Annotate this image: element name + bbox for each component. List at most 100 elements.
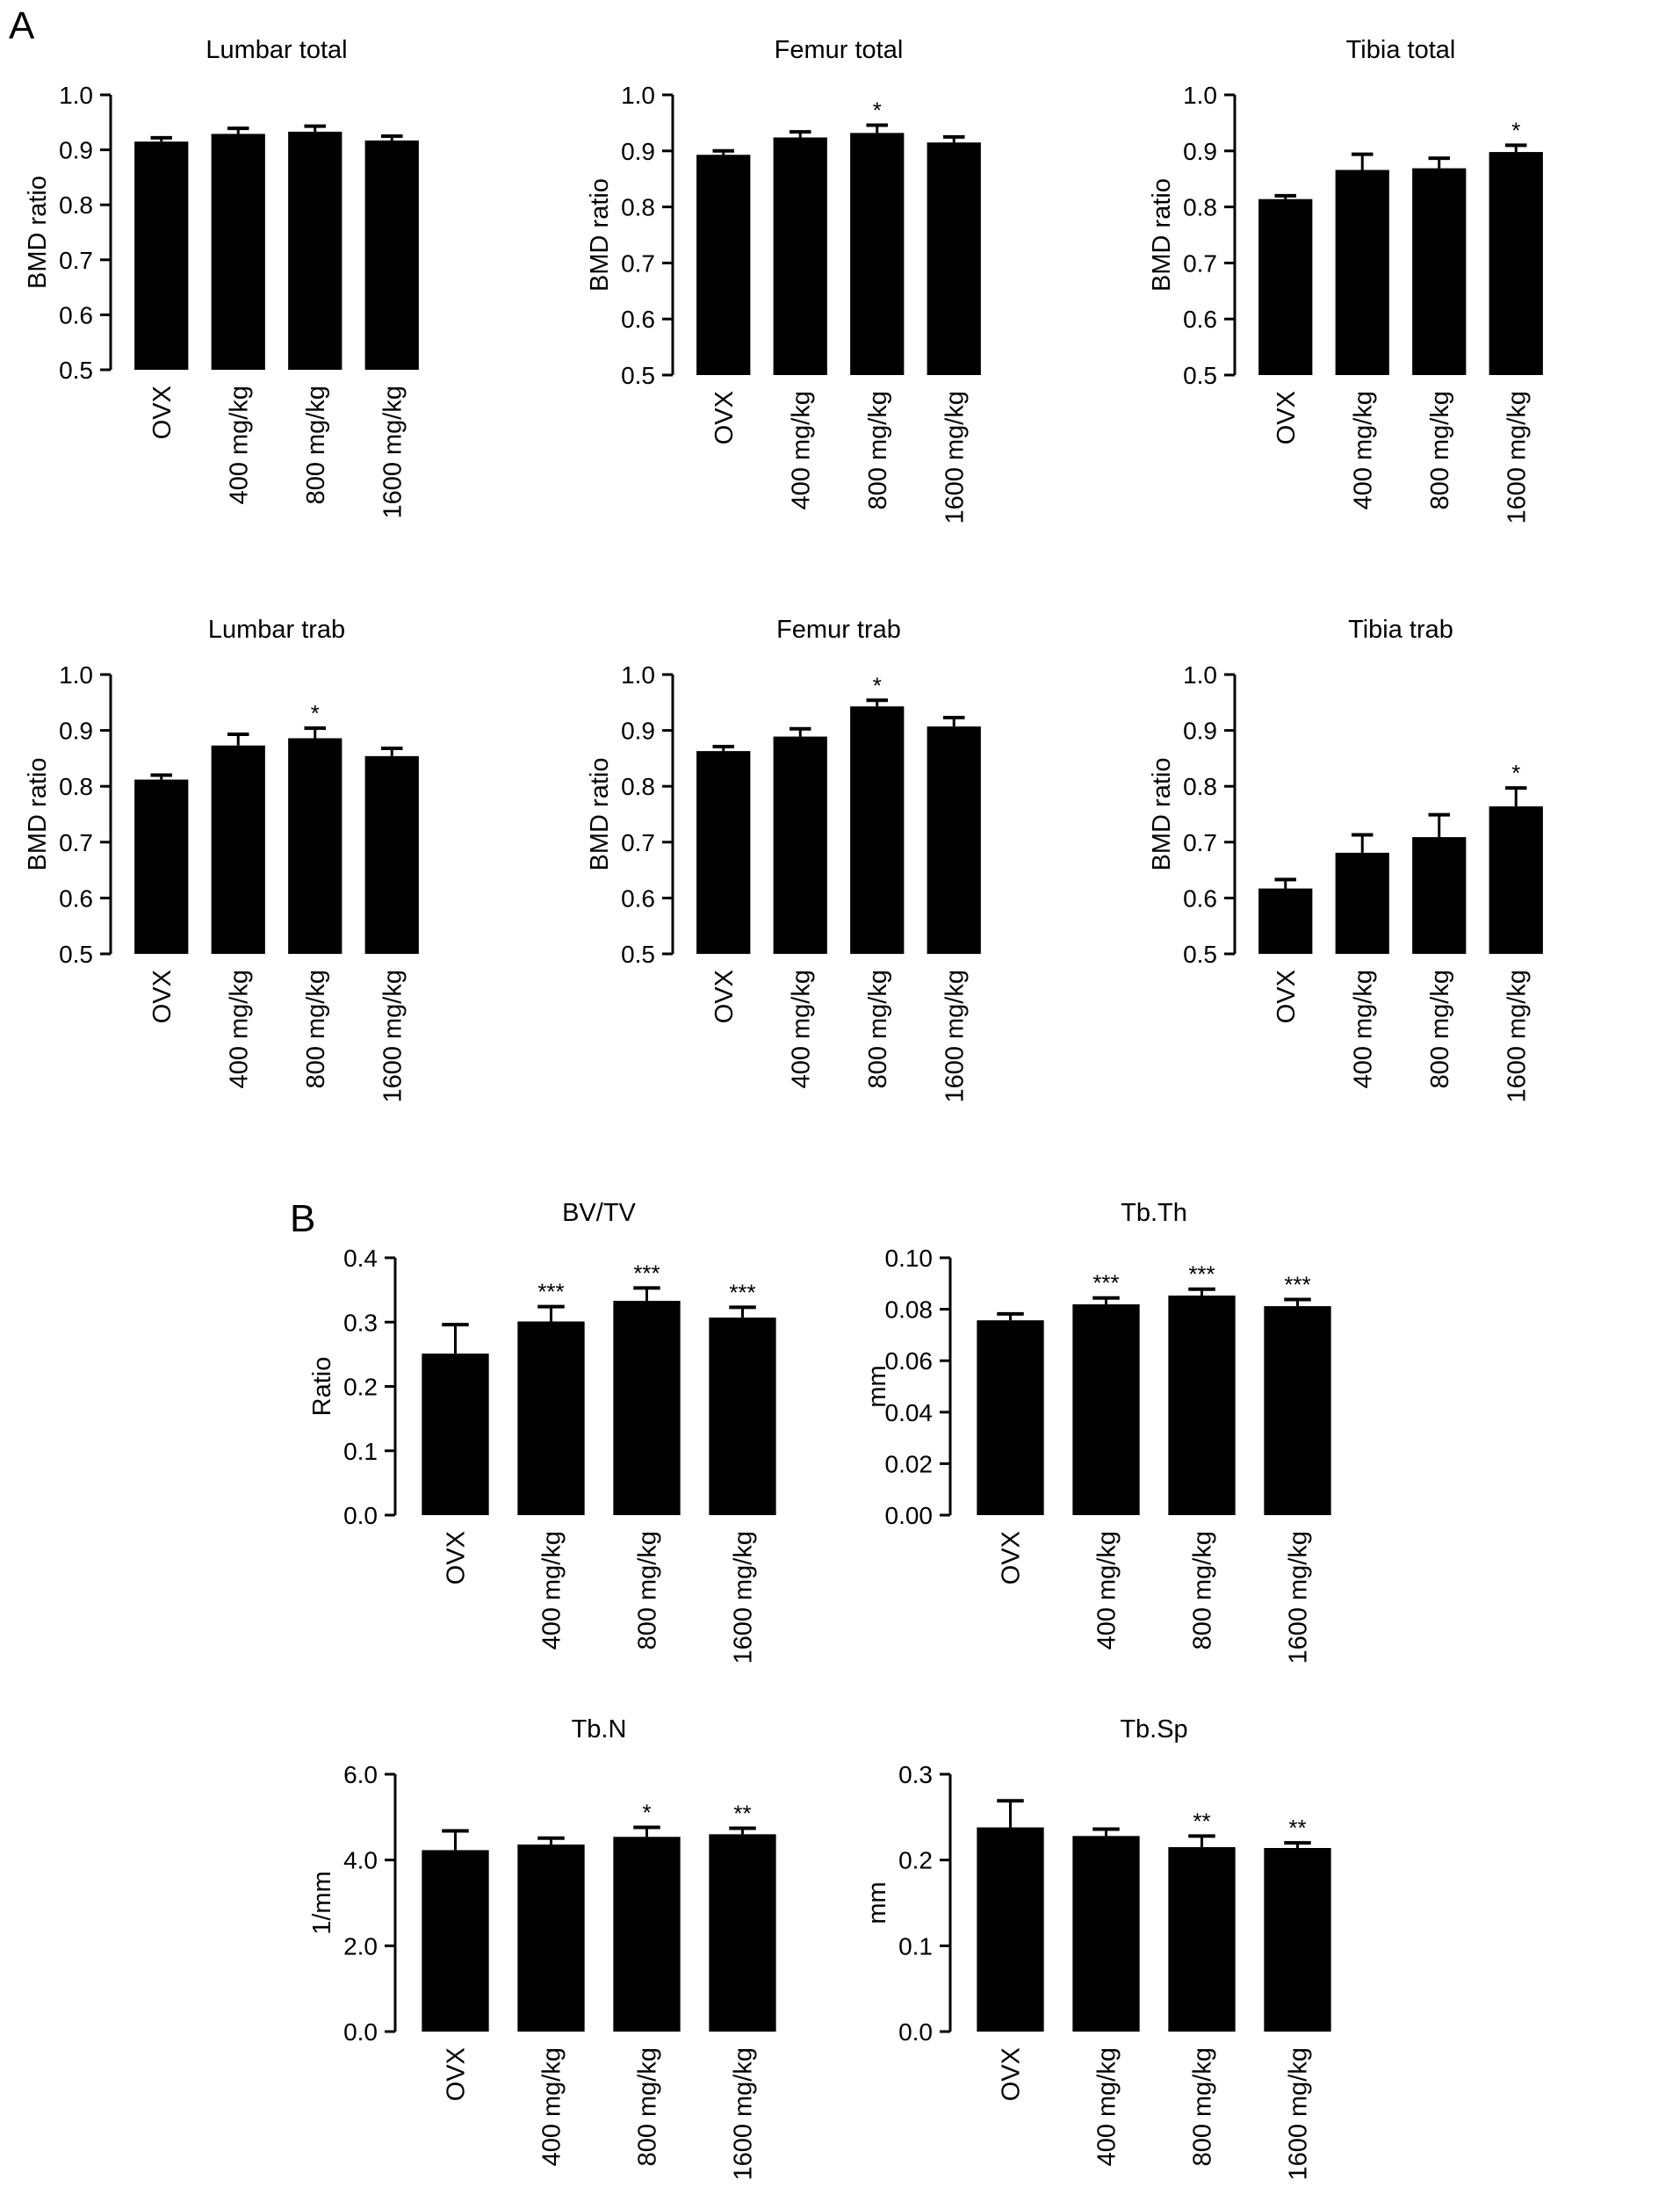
x-tick-label: 1600 mg/kg bbox=[1285, 1531, 1313, 1664]
x-tick-label: 400 mg/kg bbox=[1349, 970, 1377, 1088]
y-tick-label: 0.7 bbox=[621, 249, 655, 277]
x-tick-label: OVX bbox=[1273, 970, 1301, 1023]
panel-label-b: B bbox=[290, 1197, 315, 1240]
y-tick-label: 0.3 bbox=[343, 1309, 378, 1336]
x-tick-label: 800 mg/kg bbox=[634, 1531, 662, 1650]
y-tick-label: 0.8 bbox=[59, 191, 93, 219]
y-tick-label: 0.06 bbox=[885, 1347, 934, 1375]
y-tick-label: 0.3 bbox=[898, 1761, 933, 1788]
chart-9: Tb.N 1/mm 0.0 2.0 4.0 6.0 OVX 400 mg/kg * 800 mg/… bbox=[308, 1715, 776, 2181]
bar-1 bbox=[134, 141, 189, 370]
significance-marker: *** bbox=[1284, 1271, 1310, 1297]
y-tick-label: 0.6 bbox=[1183, 884, 1217, 912]
x-tick-label: 800 mg/kg bbox=[1189, 1531, 1217, 1650]
bar-1 bbox=[1258, 888, 1313, 954]
bar-3 bbox=[613, 1301, 681, 1515]
bar-4 bbox=[709, 1317, 776, 1515]
bar-2 bbox=[773, 137, 827, 375]
bar-4 bbox=[709, 1834, 776, 2032]
y-axis-label: BMD ratio bbox=[24, 176, 52, 289]
y-tick-label: 0.8 bbox=[59, 773, 93, 800]
bar-2 bbox=[773, 736, 827, 954]
chart-title: Tibia total bbox=[1346, 36, 1456, 64]
y-axis-label: BMD ratio bbox=[586, 178, 614, 292]
significance-marker: *** bbox=[1092, 1270, 1119, 1296]
bar-1 bbox=[134, 779, 189, 954]
chart-title: Tibia trab bbox=[1348, 616, 1453, 644]
y-tick-label: 0.5 bbox=[59, 357, 93, 384]
x-tick-label: 800 mg/kg bbox=[1189, 2047, 1217, 2166]
y-tick-label: 1.0 bbox=[1183, 661, 1217, 689]
x-tick-label: 800 mg/kg bbox=[1426, 391, 1454, 509]
bar-4 bbox=[1264, 1847, 1331, 2032]
bar-1 bbox=[696, 155, 751, 375]
chart-3: Tibia total BMD ratio 0.5 0.6 0.7 0.8 0.9 1.0 OV… bbox=[1148, 36, 1543, 524]
chart-title: Tb.Sp bbox=[1120, 1715, 1187, 1743]
x-tick-label: 400 mg/kg bbox=[225, 970, 253, 1088]
y-tick-label: 0.6 bbox=[621, 884, 655, 912]
y-tick-label: 0.5 bbox=[621, 941, 655, 968]
y-tick-label: 1.0 bbox=[621, 82, 655, 109]
y-axis-label: BMD ratio bbox=[1148, 758, 1176, 871]
y-tick-label: 0.6 bbox=[621, 306, 655, 333]
y-tick-label: 0.5 bbox=[621, 362, 655, 389]
y-tick-label: 0.6 bbox=[1183, 306, 1217, 333]
significance-marker: * bbox=[1511, 760, 1520, 786]
y-tick-label: 0.02 bbox=[885, 1450, 934, 1477]
significance-marker: *** bbox=[633, 1260, 660, 1286]
bar-4 bbox=[927, 726, 981, 954]
y-tick-label: 0.7 bbox=[621, 829, 655, 856]
y-axis-label: mm bbox=[863, 1881, 891, 1924]
chart-7: BV/TV Ratio 0.0 0.1 0.2 0.3 0.4 OVX *** 400 mg/kg… bbox=[308, 1199, 776, 1664]
bar-2 bbox=[1335, 170, 1389, 375]
x-tick-label: 400 mg/kg bbox=[1349, 391, 1377, 509]
y-tick-label: 1.0 bbox=[621, 661, 655, 689]
y-tick-label: 1.0 bbox=[59, 82, 93, 109]
chart-4: Lumbar trab BMD ratio 0.5 0.6 0.7 0.8 0.9 1.0 OV… bbox=[24, 616, 419, 1103]
y-tick-label: 2.0 bbox=[343, 1932, 378, 1960]
y-tick-label: 6.0 bbox=[343, 1761, 378, 1788]
x-tick-label: 1600 mg/kg bbox=[1503, 970, 1531, 1103]
y-tick-label: 0.9 bbox=[59, 137, 93, 164]
bar-2 bbox=[1072, 1836, 1140, 2032]
y-tick-label: 0.6 bbox=[59, 301, 93, 328]
x-tick-label: 800 mg/kg bbox=[864, 391, 892, 509]
bar-3 bbox=[288, 738, 342, 954]
y-tick-label: 0.5 bbox=[59, 941, 93, 968]
x-tick-label: 400 mg/kg bbox=[1093, 1531, 1121, 1650]
bar-2 bbox=[211, 134, 265, 371]
y-axis-label: BMD ratio bbox=[586, 758, 614, 871]
y-axis-label: 1/mm bbox=[308, 1871, 336, 1935]
chart-title: Femur trab bbox=[776, 616, 901, 644]
y-axis-label: BMD ratio bbox=[1148, 178, 1176, 292]
bar-4 bbox=[1489, 152, 1543, 375]
y-tick-label: 0.1 bbox=[343, 1438, 378, 1465]
y-tick-label: 0.1 bbox=[898, 1932, 933, 1960]
x-tick-label: 400 mg/kg bbox=[1093, 2047, 1121, 2166]
x-tick-label: OVX bbox=[1273, 391, 1301, 444]
significance-marker: *** bbox=[729, 1279, 755, 1305]
bar-2 bbox=[211, 745, 265, 954]
bar-3 bbox=[1168, 1847, 1236, 2032]
y-tick-label: 0.9 bbox=[59, 718, 93, 745]
x-tick-label: OVX bbox=[998, 1531, 1026, 1585]
y-tick-label: 0.0 bbox=[343, 1502, 378, 1529]
x-tick-label: 800 mg/kg bbox=[302, 970, 330, 1088]
y-axis-label: mm bbox=[863, 1365, 891, 1407]
x-tick-label: 1600 mg/kg bbox=[379, 970, 407, 1103]
y-tick-label: 0.8 bbox=[621, 773, 655, 800]
y-tick-label: 0.8 bbox=[1183, 194, 1217, 221]
chart-5: Femur trab BMD ratio 0.5 0.6 0.7 0.8 0.9 1.0 OVX… bbox=[586, 616, 981, 1103]
bar-2 bbox=[517, 1844, 585, 2032]
significance-marker: * bbox=[311, 700, 320, 726]
y-tick-label: 0.4 bbox=[343, 1245, 378, 1272]
chart-2: Femur total BMD ratio 0.5 0.6 0.7 0.8 0.9 1.0 OV… bbox=[586, 36, 981, 524]
x-tick-label: OVX bbox=[710, 970, 739, 1023]
y-tick-label: 0.2 bbox=[343, 1374, 378, 1401]
bar-1 bbox=[696, 751, 751, 954]
x-tick-label: 1600 mg/kg bbox=[730, 1531, 758, 1664]
x-tick-label: 400 mg/kg bbox=[787, 970, 815, 1088]
y-tick-label: 0.9 bbox=[1183, 138, 1217, 165]
x-tick-label: OVX bbox=[710, 391, 739, 444]
